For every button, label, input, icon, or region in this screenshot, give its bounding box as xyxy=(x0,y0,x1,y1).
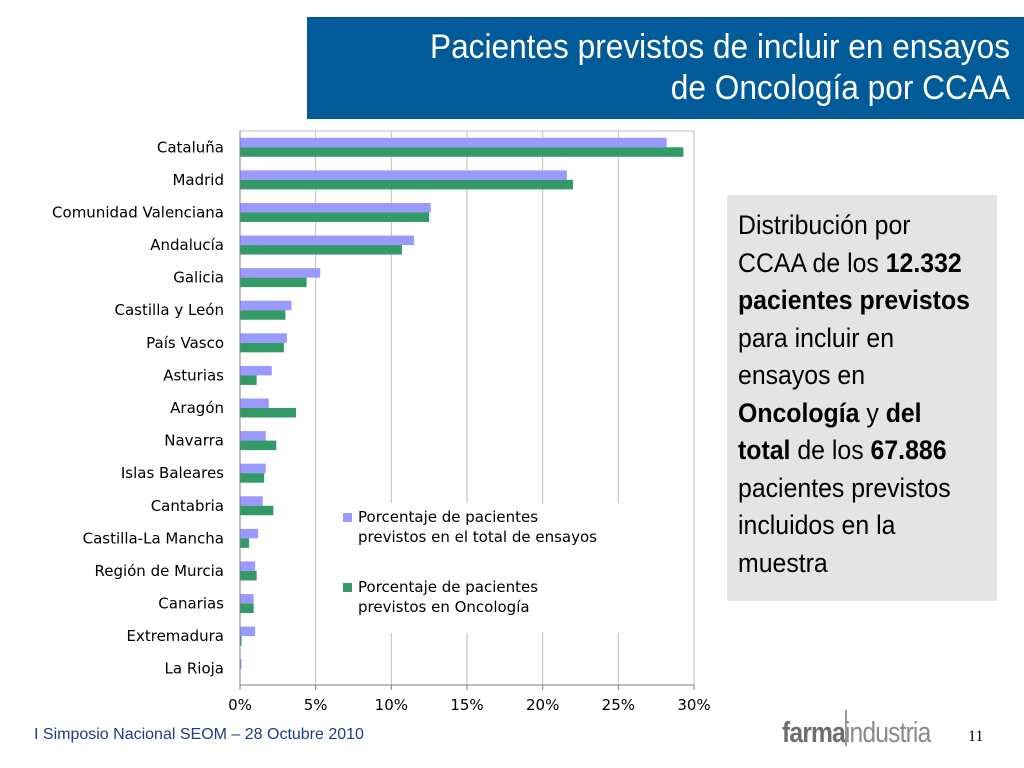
legend xyxy=(338,503,683,633)
bar-total xyxy=(240,235,415,246)
bar-oncologia xyxy=(240,538,250,548)
logo-part1: farma xyxy=(782,717,846,749)
side-note-text: Distribución por CCAA de los 12.332 paci… xyxy=(738,207,979,582)
footer-text: I Simposio Nacional SEOM – 28 Octubre 20… xyxy=(34,726,364,743)
bar-total xyxy=(240,626,256,637)
bar-total xyxy=(240,268,321,278)
legend-swatch xyxy=(343,583,352,592)
x-tick-label: 15% xyxy=(450,696,483,714)
category-label: Islas Baleares xyxy=(121,464,224,482)
bar-oncologia xyxy=(240,473,265,483)
category-label: Extremadura xyxy=(127,627,225,645)
logo-text: farmaindustria xyxy=(782,717,931,750)
bar-total xyxy=(240,496,263,506)
bar-oncologia xyxy=(240,636,242,646)
category-label: Cataluña xyxy=(157,138,224,156)
category-label: Asturias xyxy=(163,366,224,384)
bar-total xyxy=(240,659,242,669)
x-tick-label: 0% xyxy=(228,696,252,714)
bar-total xyxy=(240,431,266,441)
bar-oncologia xyxy=(240,342,284,353)
legend-label: Porcentaje de pacientes previstos en Onco… xyxy=(358,578,538,616)
bar-total xyxy=(240,528,259,539)
side-note-t4: de los xyxy=(790,435,871,465)
bar-total xyxy=(240,333,287,343)
bar-total xyxy=(240,463,266,474)
page-number: 11 xyxy=(968,728,984,745)
logo-bar xyxy=(845,710,847,746)
bar-chart: Cataluña Madrid Comunidad Valenciana Andalu… xyxy=(52,130,711,714)
bar-oncologia xyxy=(240,245,402,255)
bar-oncologia xyxy=(240,310,286,320)
bar-total xyxy=(240,170,567,180)
bar-oncologia xyxy=(240,570,257,581)
bar-oncologia xyxy=(240,375,257,385)
x-tick-label: 5% xyxy=(304,696,328,714)
side-note-t2: para incluir en ensayos en xyxy=(738,322,895,391)
side-note-t1: Distribución por CCAA de los xyxy=(738,210,911,278)
category-label: La Rioja xyxy=(165,660,224,678)
bar-oncologia xyxy=(240,408,296,418)
logo-part2: industria xyxy=(844,717,931,749)
category-label: Galicia xyxy=(173,269,224,287)
bar-total xyxy=(240,561,256,571)
bar-oncologia xyxy=(240,147,684,157)
bar-total xyxy=(240,202,431,213)
side-note-b3: del total xyxy=(738,397,922,466)
category-label: Comunidad Valenciana xyxy=(52,203,224,221)
category-label: Aragón xyxy=(170,399,224,417)
category-label: Castilla-La Mancha xyxy=(83,529,224,547)
bar-total xyxy=(240,398,269,408)
category-label: Andalucía xyxy=(150,236,224,254)
x-tick-label: 10% xyxy=(375,696,408,714)
bar-oncologia xyxy=(240,212,430,222)
slide-title: Pacientes previstos de incluir en ensayo… xyxy=(368,27,1010,109)
bar-total xyxy=(240,594,254,604)
side-note-t3: y xyxy=(859,397,886,428)
category-label: País Vasco xyxy=(146,334,224,352)
x-tick-label: 20% xyxy=(526,696,559,714)
slide-title-line2: de Oncología por CCAA xyxy=(670,69,1010,107)
x-tick-label: 25% xyxy=(602,696,635,714)
side-note-b4: 67.886 xyxy=(870,435,947,465)
category-label: Región de Murcia xyxy=(94,562,224,580)
bar-oncologia xyxy=(240,179,573,190)
x-tick-label: 30% xyxy=(677,696,710,714)
bar-oncologia xyxy=(240,603,254,614)
side-note-t5: pacientes previstos incluidos en la mues… xyxy=(738,472,951,578)
bar-total xyxy=(240,365,272,376)
slide-title-line1: Pacientes previstos de incluir en ensayo… xyxy=(429,28,1011,66)
bar-total xyxy=(240,300,292,311)
legend-label: Porcentaje de pacientes previstos en el t… xyxy=(358,508,597,546)
category-label: Castilla y León xyxy=(115,301,224,319)
side-note-box: Distribución por CCAA de los 12.332 paci… xyxy=(727,195,997,601)
title-bar: Pacientes previstos de incluir en ensayo… xyxy=(307,17,1024,119)
side-note-b1: 12.332 pacientes previstos xyxy=(738,247,970,316)
category-label: Cantabria xyxy=(151,497,224,515)
bar-total xyxy=(240,137,667,148)
category-label: Canarias xyxy=(158,595,224,613)
side-note-b2: Oncología xyxy=(738,397,860,428)
legend-swatch xyxy=(343,513,352,522)
bar-oncologia xyxy=(240,277,307,288)
category-label: Madrid xyxy=(172,171,224,189)
category-label: Navarra xyxy=(164,432,224,450)
bar-oncologia xyxy=(240,505,274,516)
bar-oncologia xyxy=(240,440,277,451)
